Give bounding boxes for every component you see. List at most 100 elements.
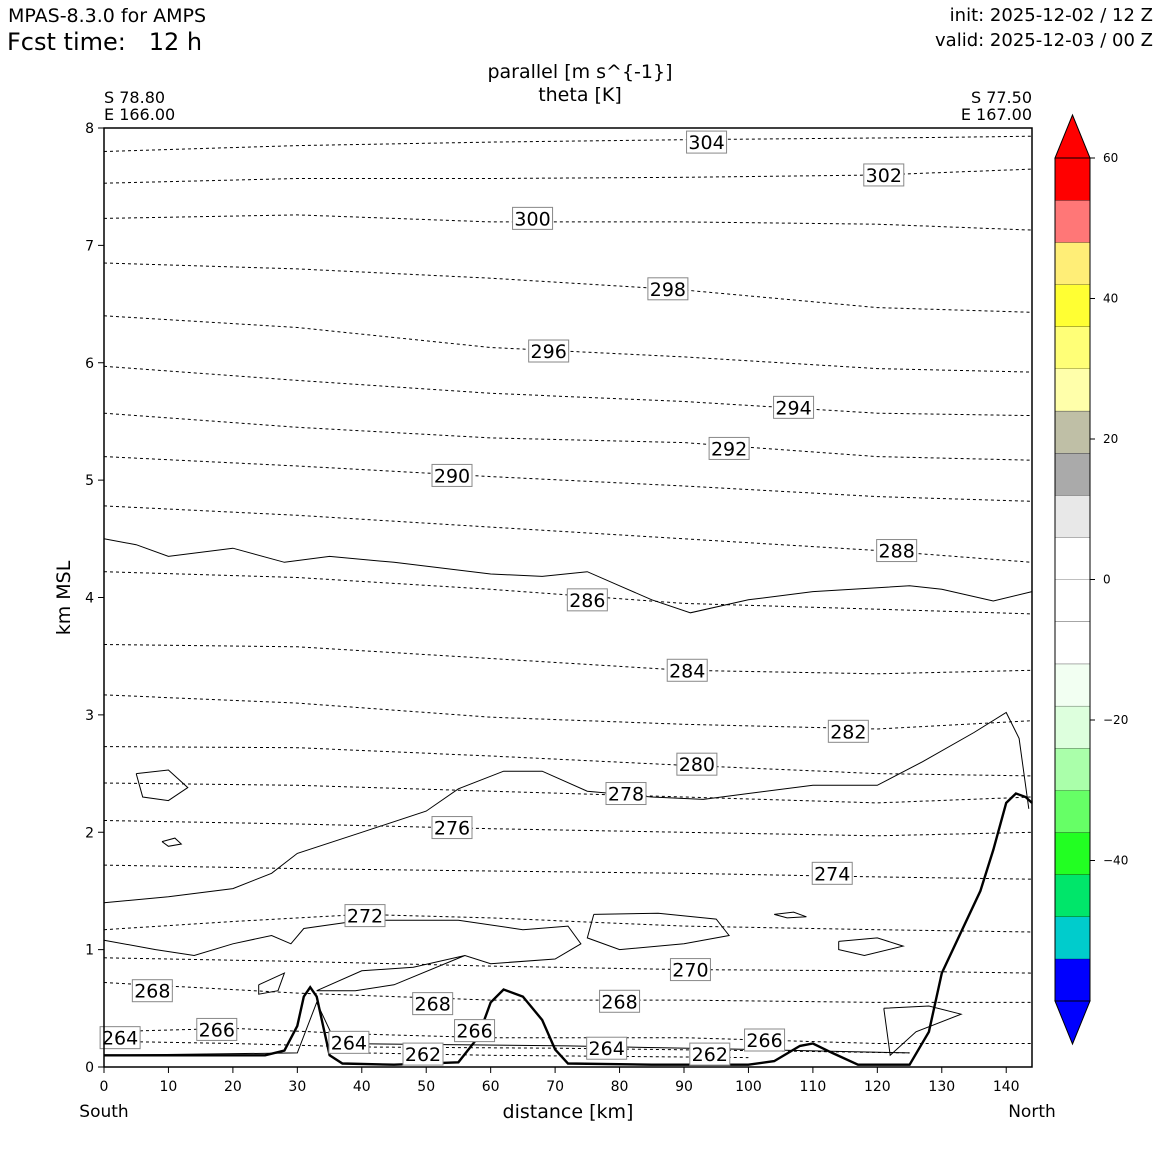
theta-label-274: 274 (811, 861, 853, 885)
theta-label-266: 266 (744, 1028, 786, 1052)
theta-label-272: 272 (344, 904, 386, 928)
theta-label-text: 284 (669, 660, 705, 682)
theta-label-box (99, 1026, 141, 1050)
theta-label-text: 264 (589, 1038, 625, 1060)
y-axis-label: km MSL (53, 560, 75, 635)
colorbar-tick-label: −20 (1103, 713, 1128, 727)
north-label: North (1008, 1102, 1056, 1122)
colorbar-under-arrow (1054, 1000, 1091, 1046)
colorbar-band (1055, 284, 1090, 327)
x-axis-label: distance [km] (503, 1101, 634, 1123)
wind-zero-contour-7 (774, 911, 807, 919)
theta-label-268: 268 (599, 989, 641, 1013)
theta-label-text: 264 (102, 1028, 138, 1050)
init-time: init: 2025-12-02 / 12 Z (949, 5, 1153, 26)
wind-zero-contour-10 (883, 1005, 963, 1057)
valid-time: valid: 2025-12-03 / 00 Z (935, 30, 1153, 51)
theta-label-text: 268 (134, 981, 170, 1003)
theta-label-box (876, 539, 918, 563)
colorbar-band (1055, 663, 1090, 706)
theta-contour-274 (103, 864, 1033, 880)
y-tick-label: 6 (85, 356, 94, 372)
y-tick-label: 8 (85, 121, 94, 137)
theta-label-text: 266 (456, 1021, 492, 1043)
theta-contour-294 (103, 365, 1033, 417)
theta-label-text: 278 (608, 784, 644, 806)
theta-label-296: 296 (528, 339, 570, 363)
colorbar-band (1055, 832, 1090, 875)
theta-label-280: 280 (676, 752, 718, 776)
wind-zero-contour-5 (135, 769, 189, 802)
colorbar-band (1055, 579, 1090, 622)
model-title: MPAS-8.3.0 for AMPS (8, 5, 207, 27)
theta-label-text: 286 (569, 590, 605, 612)
x-tick-label: 10 (160, 1079, 178, 1095)
x-tick-label: 60 (482, 1079, 500, 1095)
theta-label-text: 300 (514, 208, 550, 230)
theta-label-text: 266 (746, 1030, 782, 1052)
theta-label-text: 294 (775, 397, 811, 419)
theta-label-text: 262 (692, 1044, 728, 1066)
colorbar-band (1055, 200, 1090, 243)
theta-label-text: 264 (331, 1032, 367, 1054)
y-tick-label: 4 (85, 591, 94, 607)
theta-label-text: 270 (672, 960, 708, 982)
theta-label-text: 298 (650, 279, 686, 301)
theta-label-box (773, 395, 815, 419)
theta-label-text: 304 (688, 132, 724, 154)
y-tick-label: 5 (85, 473, 94, 489)
terrain-line (104, 792, 1033, 1066)
theta-label-box (744, 1028, 786, 1052)
wind-zero-contour-8 (838, 937, 905, 957)
theta-label-264: 264 (99, 1026, 141, 1050)
theta-label-box (599, 989, 641, 1013)
theta-contour-282 (103, 694, 1033, 730)
theta-contour-266 (103, 1027, 1032, 1044)
colorbar-tick-label: −40 (1103, 854, 1128, 868)
wind-zero-contour-2 (103, 711, 1030, 904)
y-tick-label: 3 (85, 708, 94, 724)
theta-label-text: 272 (347, 906, 383, 928)
theta-contour-304 (103, 135, 1033, 152)
theta-label-box (454, 1019, 496, 1043)
colorbar-band (1055, 537, 1090, 580)
theta-contour-284 (103, 644, 1033, 675)
theta-label-box (131, 979, 173, 1003)
colorbar-band (1055, 368, 1090, 411)
colorbar-over-arrow (1054, 113, 1091, 159)
theta-label-286: 286 (566, 588, 608, 612)
y-tick-label: 1 (85, 943, 94, 959)
x-tick-label: 80 (611, 1079, 629, 1095)
colorbar-band (1055, 958, 1090, 1001)
theta-label-box (344, 904, 386, 928)
south-label: South (79, 1102, 128, 1122)
x-tick-label: 130 (928, 1079, 955, 1095)
theta-label-270: 270 (669, 958, 711, 982)
wind-zero-contour-4 (586, 912, 731, 951)
theta-label-278: 278 (605, 782, 647, 806)
theta-label-box (512, 206, 554, 230)
theta-label-box (708, 436, 750, 460)
theta-label-box (669, 958, 711, 982)
theta-label-box (811, 861, 853, 885)
theta-label-box (402, 1042, 444, 1066)
x-tick-label: 110 (800, 1079, 827, 1095)
theta-label-text: 302 (866, 165, 902, 187)
theta-label-294: 294 (773, 395, 815, 419)
x-tick-label: 120 (864, 1079, 891, 1095)
theta-label-text: 274 (814, 863, 850, 885)
colorbar-tick-label: 40 (1103, 292, 1118, 306)
theta-label-300: 300 (512, 206, 554, 230)
theta-label-text: 276 (434, 818, 470, 840)
x-tick-label: 50 (417, 1079, 435, 1095)
theta-label-box (689, 1042, 731, 1066)
colorbar-band (1055, 453, 1090, 496)
y-tick-label: 0 (85, 1060, 94, 1076)
x-tick-label: 20 (224, 1079, 242, 1095)
x-tick-label: 90 (675, 1079, 693, 1095)
theta-contour-280 (103, 746, 1033, 777)
theta-label-276: 276 (431, 816, 473, 840)
theta-label-262: 262 (689, 1042, 731, 1066)
colorbar-tick-label: 0 (1103, 573, 1111, 587)
theta-label-268: 268 (412, 992, 454, 1016)
